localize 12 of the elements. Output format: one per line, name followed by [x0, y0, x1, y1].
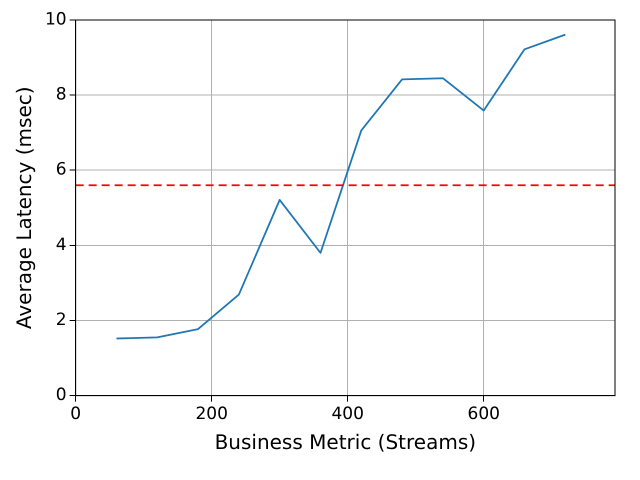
- x-tick-label: 600: [468, 404, 500, 424]
- x-axis-title: Business Metric (Streams): [214, 430, 476, 454]
- y-tick-label: 2: [56, 310, 67, 330]
- x-tick-label: 400: [331, 404, 364, 424]
- x-tick-label: 200: [195, 404, 228, 424]
- y-tick-label: 8: [56, 84, 67, 105]
- y-tick-label: 6: [56, 160, 67, 180]
- y-tick-label: 4: [56, 234, 67, 255]
- x-tick-label: 0: [70, 404, 82, 424]
- y-tick-label: 0: [56, 385, 67, 406]
- y-tick-label: 10: [44, 9, 67, 30]
- y-axis-title: Average Latency (msec): [12, 86, 36, 330]
